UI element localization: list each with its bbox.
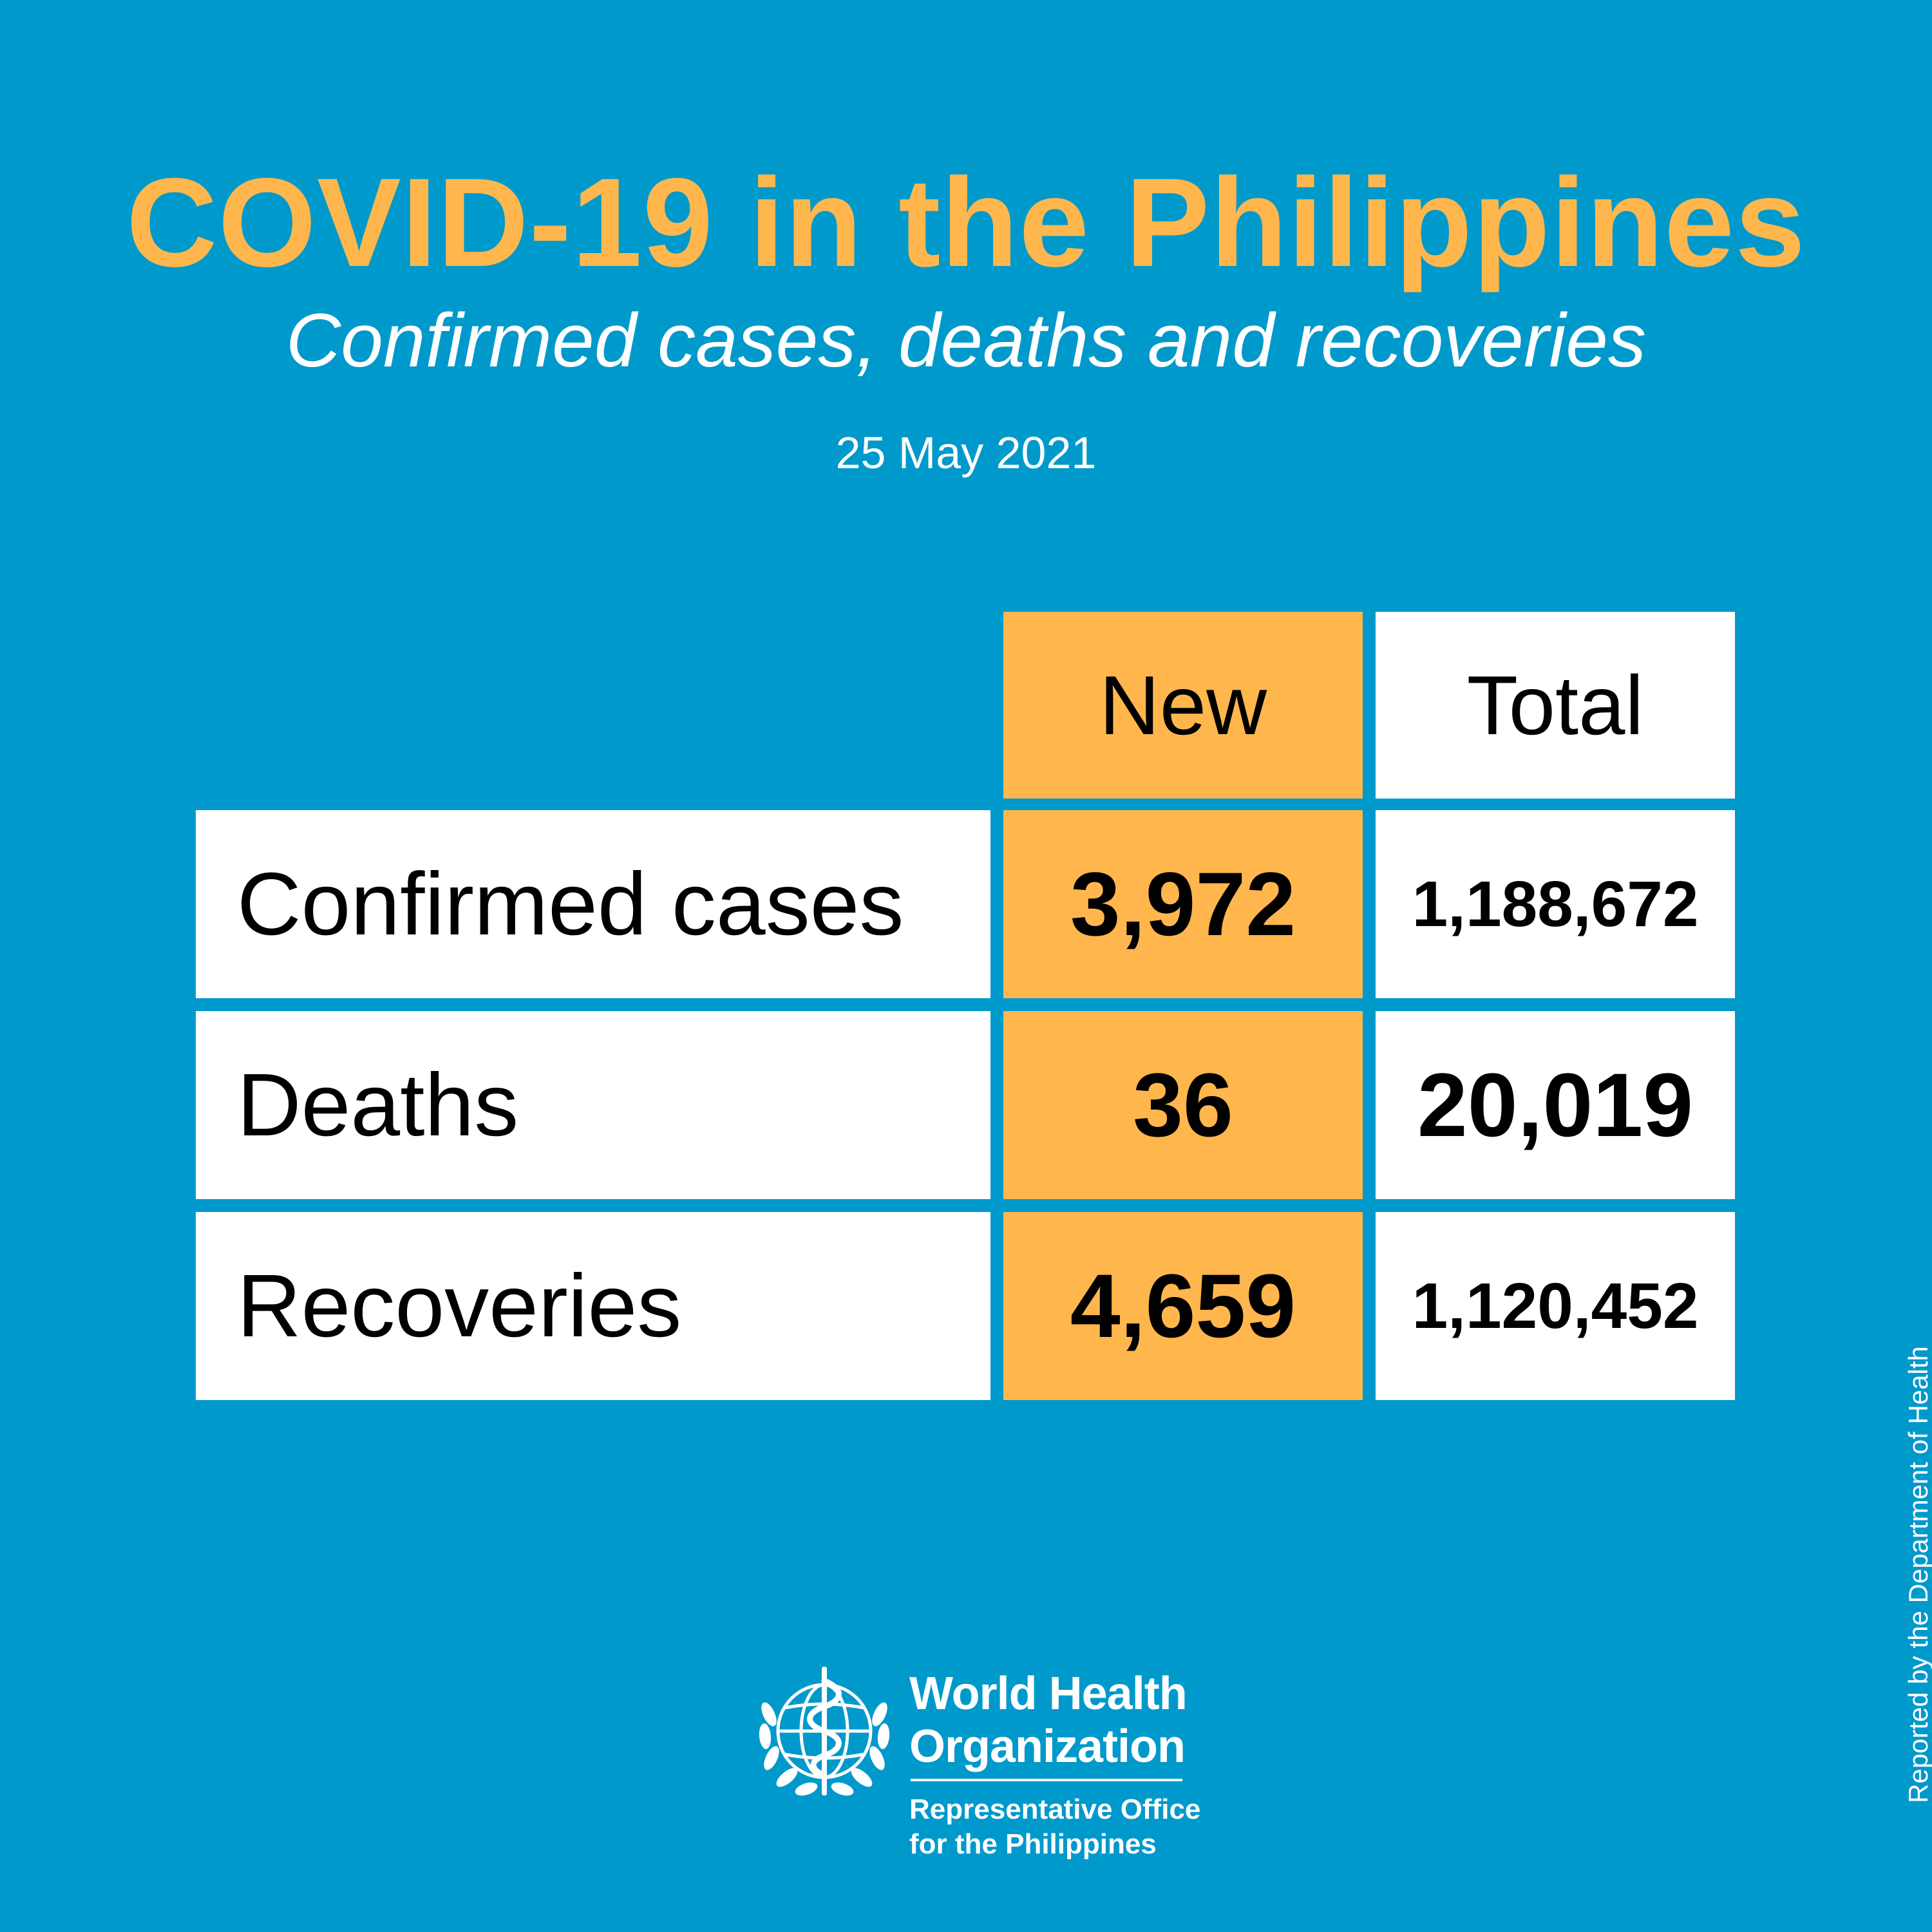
who-divider (911, 1779, 1182, 1781)
who-name-line1: World Health (909, 1668, 1188, 1719)
page-title: COVID-19 in the Philippines (126, 152, 1806, 293)
confirmed-cases-new-value: 3,972 (1003, 810, 1363, 998)
row-label-deaths: Deaths (196, 1011, 990, 1199)
source-note: Reported by the Department of Health (1903, 1346, 1932, 1803)
page-subtitle: Confirmed cases, deaths and recoveries (286, 298, 1646, 383)
who-name-line2: Organization (909, 1721, 1186, 1772)
deaths-total-value: 20,019 (1376, 1011, 1735, 1199)
column-header-total: Total (1376, 612, 1735, 799)
deaths-new-value: 36 (1003, 1011, 1363, 1199)
who-emblem-icon (759, 1667, 890, 1796)
row-label-recoveries: Recoveries (196, 1212, 990, 1400)
column-header-new: New (1003, 612, 1363, 799)
who-office-line1: Representative Office (909, 1794, 1201, 1825)
report-date: 25 May 2021 (835, 428, 1097, 478)
recoveries-new-value: 4,659 (1003, 1212, 1363, 1400)
confirmed-cases-total-value: 1,188,672 (1376, 810, 1735, 998)
who-office-line2: for the Philippines (909, 1828, 1157, 1860)
recoveries-total-value: 1,120,452 (1376, 1212, 1735, 1400)
row-label-confirmed-cases: Confirmed cases (196, 810, 990, 998)
